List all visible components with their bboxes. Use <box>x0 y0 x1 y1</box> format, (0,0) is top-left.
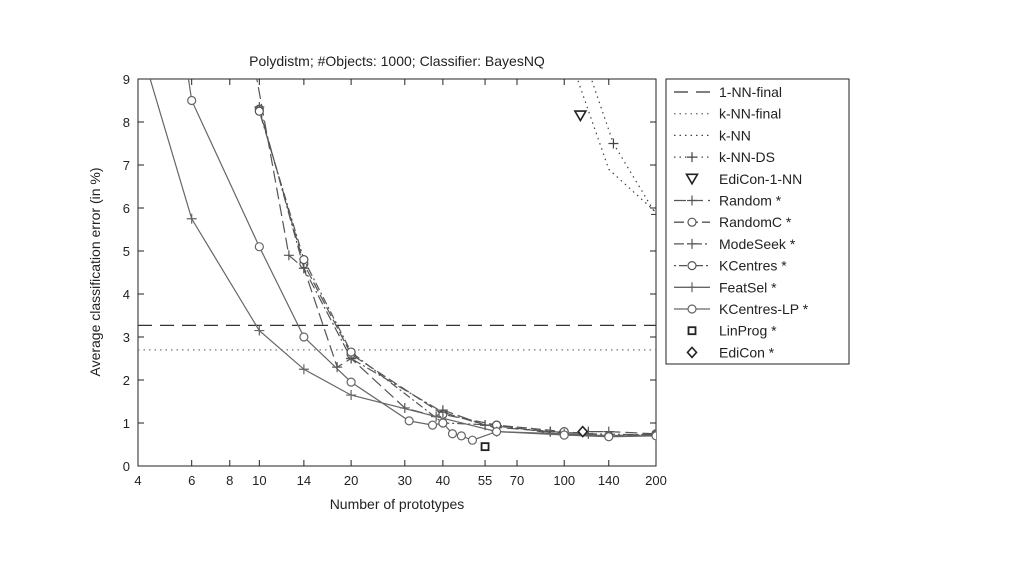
y-axis-label: Average classification error (in %) <box>87 167 103 376</box>
legend-marker-edicon-1-nn <box>685 173 699 186</box>
plot-area: 4 6 8 10 14 20 30 40 55 70 100 140 200 0 1 2 3 4 5 6 7 8 9 <box>123 72 667 488</box>
data-point-kcentres-lp <box>604 432 614 442</box>
data-point-modeseek <box>437 407 448 418</box>
data-point-featsel <box>254 325 265 336</box>
data-point-kcentres-lp <box>559 430 569 440</box>
legend-label-kcentres: KCentres * <box>719 258 787 274</box>
x-tick-label: 140 <box>598 473 620 488</box>
y-tick-label: 6 <box>123 201 130 216</box>
data-point-kcentres-lp <box>299 332 309 342</box>
legend-marker-linprog <box>687 326 697 336</box>
data-point-kcentres-lp <box>467 435 478 445</box>
data-point-kcentres-lp <box>438 418 448 428</box>
data-point-linprog <box>480 442 490 452</box>
y-tick-label: 0 <box>123 459 130 474</box>
axes-frame <box>137 78 657 467</box>
x-tick-label: 20 <box>344 473 358 488</box>
data-point-modeseek <box>298 263 309 274</box>
series-group <box>138 79 656 452</box>
y-tick-label: 3 <box>123 330 130 345</box>
legend-label-linprog: LinProg * <box>719 323 777 339</box>
x-tick-label: 100 <box>553 473 575 488</box>
legend-label-edicon-1-nn: EdiCon-1-NN <box>719 171 802 187</box>
legend-marker-kcentres-lp <box>687 304 697 314</box>
y-tick-label: 2 <box>123 373 130 388</box>
legend-label-modeseek: ModeSeek * <box>719 236 796 252</box>
x-tick-label: 40 <box>436 473 450 488</box>
data-point-modeseek <box>545 426 556 437</box>
legend-label-1-nn-final: 1-NN-final <box>719 84 782 100</box>
data-point-kcentres-lp <box>491 427 502 437</box>
y-tick-label: 9 <box>123 72 130 87</box>
data-point-edicon-1-nn <box>573 110 588 123</box>
y-tick-label: 4 <box>123 287 130 302</box>
series-line-k-nn <box>576 79 656 213</box>
legend-label-kcentres-lp: KCentres-LP * <box>719 301 809 317</box>
data-point-random <box>283 250 294 261</box>
legend-label-k-nn-ds: k-NN-DS <box>719 149 775 165</box>
data-point-kcentres <box>299 255 309 265</box>
data-point-edicon <box>577 425 589 438</box>
legend-marker-randomc <box>687 217 697 227</box>
x-tick-label: 6 <box>188 473 195 488</box>
data-point-kcentres <box>254 106 264 116</box>
series-line-featsel <box>149 79 656 437</box>
x-tick-label: 200 <box>645 473 667 488</box>
data-point-kcentres <box>346 347 356 357</box>
y-tick-label: 7 <box>123 158 130 173</box>
x-tick-label: 4 <box>134 473 141 488</box>
data-point-kcentres-lp <box>456 431 466 441</box>
y-tick-label: 5 <box>123 244 130 259</box>
series-line-k-nn-ds <box>590 79 656 215</box>
x-tick-label: 55 <box>478 473 492 488</box>
x-tick-label: 10 <box>252 473 266 488</box>
series-line-random <box>256 79 656 435</box>
series-line-kcentres-lp <box>187 79 656 441</box>
legend-marker-edicon <box>686 346 698 359</box>
data-point-k-nn-ds <box>651 209 656 220</box>
data-point-kcentres-lp <box>187 95 197 106</box>
data-point-featsel <box>186 213 197 224</box>
data-point-kcentres-lp <box>404 416 414 426</box>
data-point-featsel <box>431 411 442 422</box>
series-line-modeseek <box>258 106 656 436</box>
legend-marker-random <box>687 195 697 206</box>
legend-marker-featsel <box>687 282 697 293</box>
legend-marker-kcentres <box>687 261 697 271</box>
legend-label-edicon: EdiCon * <box>719 344 775 360</box>
y-tick-label: 1 <box>123 416 130 431</box>
x-tick-label: 8 <box>226 473 233 488</box>
data-point-kcentres-lp <box>447 429 458 439</box>
data-point-kcentres-lp <box>651 431 656 441</box>
data-point-kcentres-lp <box>254 242 264 252</box>
series-line-randomc <box>258 108 656 437</box>
legend-marker-k-nn-ds <box>687 152 697 163</box>
legend-label-k-nn-final: k-NN-final <box>719 106 781 122</box>
data-point-featsel <box>298 364 309 375</box>
data-point-random <box>332 362 343 373</box>
x-tick-label: 14 <box>297 473 311 488</box>
x-tick-label: 70 <box>510 473 524 488</box>
legend-label-random: Random * <box>719 193 782 209</box>
legend-label-randomc: RandomC * <box>719 214 792 230</box>
legend-label-k-nn: k-NN <box>719 127 751 143</box>
legend-box <box>665 78 850 365</box>
data-point-k-nn-ds <box>608 138 619 149</box>
data-point-kcentres-lp <box>427 420 438 430</box>
legend-label-featsel: FeatSel * <box>719 279 777 295</box>
x-tick-label: 30 <box>398 473 412 488</box>
chart-title: Polydistm; #Objects: 1000; Classifier: B… <box>249 53 545 69</box>
data-point-featsel <box>346 390 357 401</box>
data-point-kcentres-lp <box>346 377 356 387</box>
x-axis-label: Number of prototypes <box>330 496 465 512</box>
legend: 1-NN-final k-NN-final k-NN k-NN-DS EdiCon-1-… <box>665 78 850 365</box>
y-tick-label: 8 <box>123 115 130 130</box>
series-line-kcentres <box>258 111 656 437</box>
legend-marker-modeseek <box>687 238 697 249</box>
